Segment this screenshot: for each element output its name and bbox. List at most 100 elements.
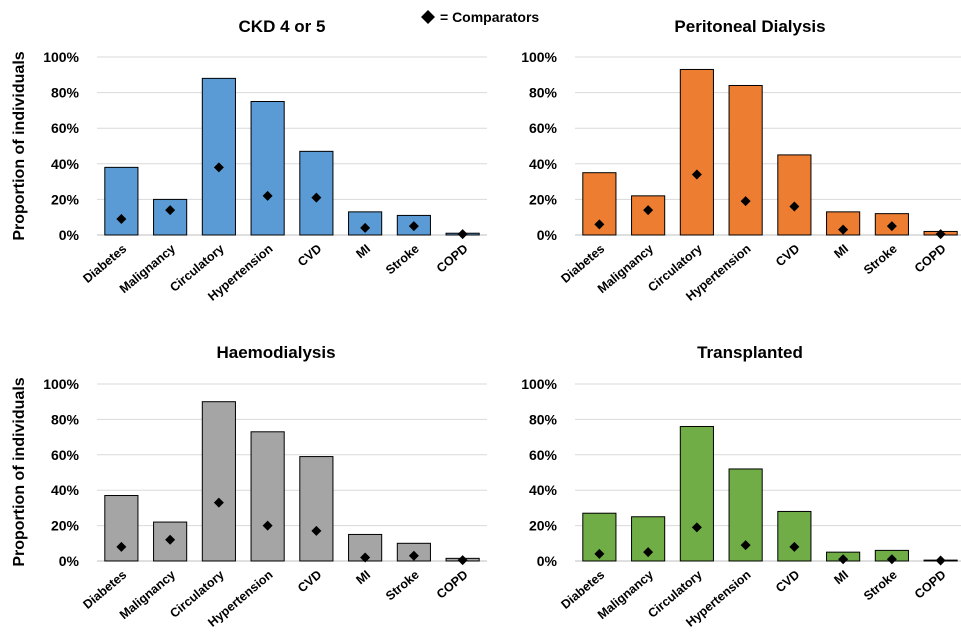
comparator-marker <box>594 219 605 230</box>
y-tick-label: 0% <box>537 553 558 569</box>
bar <box>826 211 861 236</box>
y-tick-label: 80% <box>51 85 80 101</box>
y-tick-label: 100% <box>43 49 79 65</box>
comparator-marker <box>740 196 751 207</box>
comparator-marker <box>838 224 849 235</box>
chart-panel-2: 0% 20% 40% 60% 80% 100% Peritoneal Dialysis Dia… <box>521 17 961 304</box>
y-tick-label: 0% <box>59 553 80 569</box>
comparator-marker <box>691 169 702 180</box>
comparator-marker <box>165 205 176 216</box>
x-tick-label: COPD <box>434 568 471 602</box>
comparator-marker <box>789 201 800 212</box>
chart-panel-1: 0% 20% 40% 60% 80% 100% CKD 4 or 5 Proportion o… <box>11 17 487 304</box>
bar <box>153 198 188 236</box>
y-axis-label: Proportion of individuals <box>11 377 28 566</box>
x-tick-label: MI <box>831 568 851 588</box>
x-tick-label: Diabetes <box>558 242 607 286</box>
legend-label: = Comparators <box>440 9 539 25</box>
x-tick-label: Diabetes <box>80 568 129 612</box>
y-tick-label: 20% <box>529 191 558 207</box>
x-tick-label: CVD <box>295 242 324 270</box>
x-tick-label: CVD <box>773 242 802 270</box>
y-tick-label: 40% <box>51 156 80 172</box>
chart-title: Peritoneal Dialysis <box>674 17 825 36</box>
y-tick-label: 80% <box>529 85 558 101</box>
x-tick-label: MI <box>353 568 373 588</box>
comparator-marker <box>457 555 468 566</box>
y-tick-label: 20% <box>51 518 80 534</box>
bar <box>777 154 812 236</box>
comparator-marker <box>311 525 322 536</box>
y-tick-label: 100% <box>521 49 557 65</box>
y-tick-label: 80% <box>51 411 80 427</box>
bar <box>631 195 666 236</box>
x-tick-label: COPD <box>912 242 949 276</box>
x-tick-label: Stroke <box>861 242 900 278</box>
y-tick-label: 100% <box>43 376 79 392</box>
bar <box>250 431 285 562</box>
bar <box>250 101 285 236</box>
x-tick-label: COPD <box>912 568 949 602</box>
y-tick-label: 40% <box>529 156 558 172</box>
comparator-marker <box>838 554 849 565</box>
x-tick-label: Stroke <box>861 568 900 604</box>
bar <box>679 425 714 562</box>
comparator-marker <box>935 229 946 240</box>
bar <box>679 68 714 236</box>
chart-title: Transplanted <box>697 343 803 362</box>
comparator-marker <box>213 497 224 508</box>
chart-panel-4: 0%20%40%60%80%100%TransplantedDiabetesMa… <box>521 343 961 630</box>
chart-panel-3: 0% 20% 40% 60% 80% 100% Haemodialysis Proportio… <box>11 343 487 630</box>
y-tick-label: 60% <box>529 120 558 136</box>
legend-diamond-marker <box>421 10 435 24</box>
comparator-marker <box>116 541 127 552</box>
comparator-marker <box>886 221 897 232</box>
x-tick-label: CVD <box>773 568 802 596</box>
comparator-marker <box>165 534 176 545</box>
y-tick-label: 0% <box>59 227 80 243</box>
y-tick-label: 100% <box>521 376 557 392</box>
x-tick-label: CVD <box>295 568 324 596</box>
comparator-marker <box>789 541 800 552</box>
comparator-marker <box>886 554 897 565</box>
y-tick-label: 0% <box>537 227 558 243</box>
y-tick-label: 80% <box>529 411 558 427</box>
comparator-marker <box>643 547 654 558</box>
x-tick-label: Diabetes <box>558 568 607 612</box>
comparator-marker <box>691 522 702 533</box>
y-tick-label: 20% <box>51 191 80 207</box>
y-tick-label: 60% <box>529 447 558 463</box>
chart-title: CKD 4 or 5 <box>239 17 326 36</box>
y-tick-label: 60% <box>51 447 80 463</box>
bar <box>201 77 236 236</box>
y-tick-label: 40% <box>529 482 558 498</box>
legend: = Comparators <box>421 9 539 25</box>
comparator-marker <box>740 540 751 551</box>
x-tick-label: Stroke <box>383 568 422 604</box>
bar <box>777 510 812 562</box>
x-tick-label: Stroke <box>383 242 422 278</box>
comparator-marker <box>311 192 322 203</box>
bar <box>348 533 383 562</box>
comparator-marker <box>262 190 273 201</box>
comparator-marker <box>457 229 468 240</box>
comparator-marker <box>213 162 224 173</box>
y-tick-label: 40% <box>51 482 80 498</box>
comparator-marker <box>935 555 946 566</box>
chart-title: Haemodialysis <box>216 343 335 362</box>
y-tick-label: 60% <box>51 120 80 136</box>
comparator-marker <box>408 221 419 232</box>
comparator-marker <box>408 550 419 561</box>
comparator-marker <box>116 213 127 224</box>
y-axis-label: Proportion of individuals <box>11 51 28 240</box>
comparator-marker <box>262 520 273 531</box>
bar <box>299 456 334 562</box>
x-tick-label: Diabetes <box>80 242 129 286</box>
x-tick-label: COPD <box>434 242 471 276</box>
comparator-marker <box>643 205 654 216</box>
comparator-marker <box>360 222 371 233</box>
comparator-marker <box>594 548 605 559</box>
y-tick-label: 20% <box>529 518 558 534</box>
comparator-marker <box>360 552 371 563</box>
